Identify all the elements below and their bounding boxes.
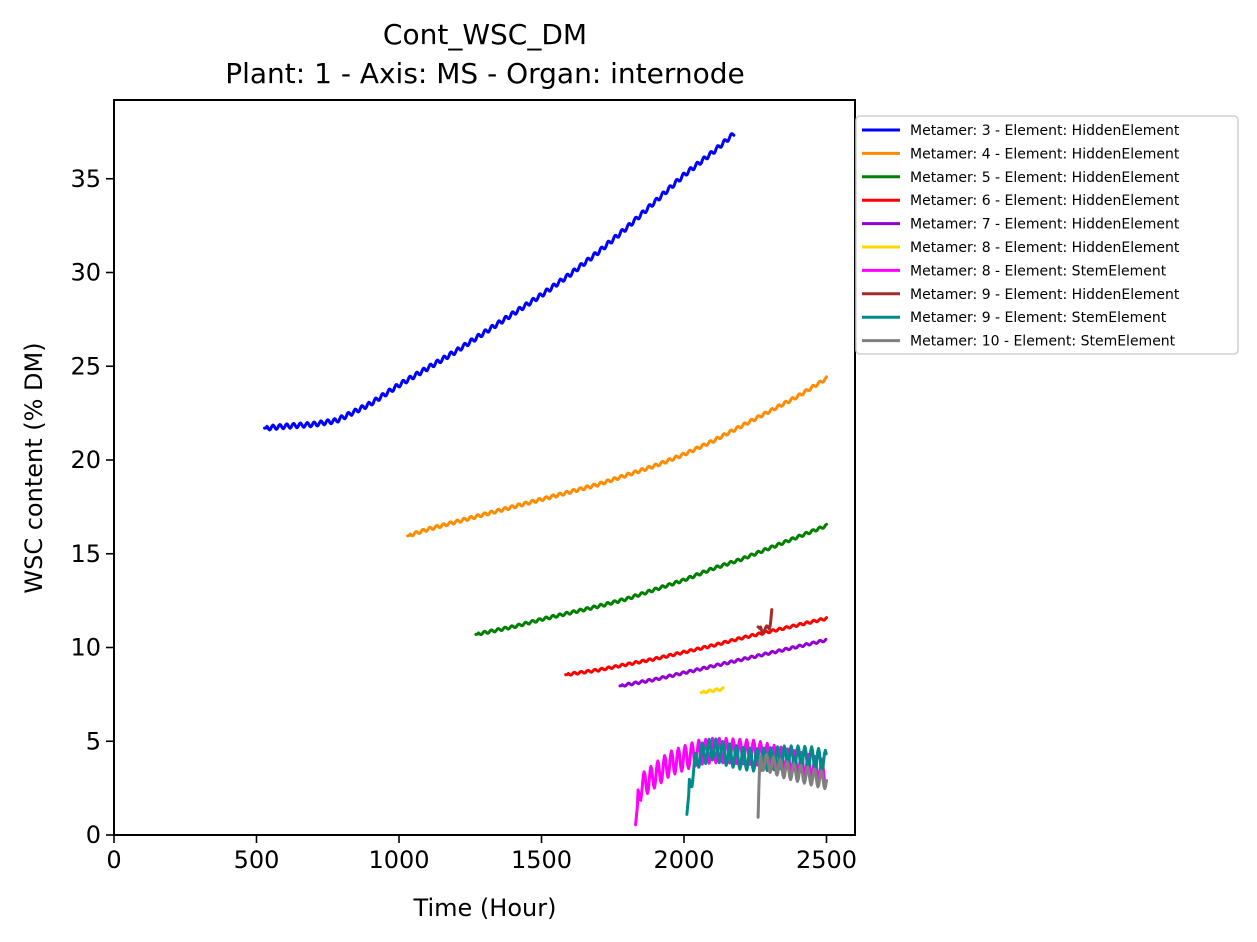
legend-label: Metamer: 7 - Element: HiddenElement: [910, 217, 1180, 233]
x-tick-label: 500: [234, 846, 280, 874]
x-tick-label: 2500: [796, 846, 857, 874]
x-tick-label: 2000: [653, 846, 714, 874]
y-tick-label: 35: [70, 165, 101, 193]
x-axis-label: Time (Hour): [413, 894, 557, 922]
series-line-4: [564, 616, 828, 677]
series-line-2: [406, 375, 828, 538]
chart-title: Cont_WSC_DM: [383, 18, 587, 51]
legend-label: Metamer: 10 - Element: StemElement: [910, 334, 1176, 350]
y-tick-label: 20: [70, 446, 101, 474]
legend-label: Metamer: 9 - Element: HiddenElement: [910, 287, 1180, 303]
legend: Metamer: 3 - Element: HiddenElement Metam…: [855, 115, 1239, 355]
legend-label: Metamer: 4 - Element: HiddenElement: [910, 146, 1180, 162]
chart-subtitle: Plant: 1 - Axis: MS - Organ: internode: [225, 57, 745, 90]
y-tick-label: 0: [86, 821, 101, 849]
legend-label: Metamer: 8 - Element: HiddenElement: [910, 240, 1180, 256]
x-axis-ticks: 0 500 1000 1500 2000 2500: [106, 835, 857, 874]
series-line-8: [756, 608, 774, 635]
y-tick-label: 25: [70, 352, 101, 380]
y-tick-label: 10: [70, 634, 101, 662]
y-tick-label: 30: [70, 259, 101, 287]
x-tick-label: 1000: [368, 846, 429, 874]
legend-label: Metamer: 6 - Element: HiddenElement: [910, 193, 1180, 209]
series-line-1: [263, 132, 736, 432]
series-line-6: [699, 686, 725, 695]
x-tick-label: 0: [106, 846, 121, 874]
series-line-9: [685, 737, 828, 816]
series-line-3: [474, 522, 828, 637]
x-tick-label: 1500: [511, 846, 572, 874]
series-line-5: [618, 637, 828, 688]
legend-label: Metamer: 9 - Element: StemElement: [910, 310, 1167, 326]
legend-label: Metamer: 8 - Element: StemElement: [910, 263, 1167, 279]
y-axis-label: WSC content (% DM): [20, 342, 48, 593]
legend-box: [855, 115, 1239, 355]
plot-frame: [113, 99, 856, 836]
y-tick-label: 5: [86, 727, 101, 755]
series-line-10: [756, 753, 828, 819]
plot-lines: [263, 132, 828, 827]
y-tick-label: 15: [70, 540, 101, 568]
legend-label: Metamer: 3 - Element: HiddenElement: [910, 123, 1180, 139]
legend-label: Metamer: 5 - Element: HiddenElement: [910, 170, 1180, 186]
y-axis-ticks: 0 5 10 15 20 25 30 35: [70, 165, 114, 849]
